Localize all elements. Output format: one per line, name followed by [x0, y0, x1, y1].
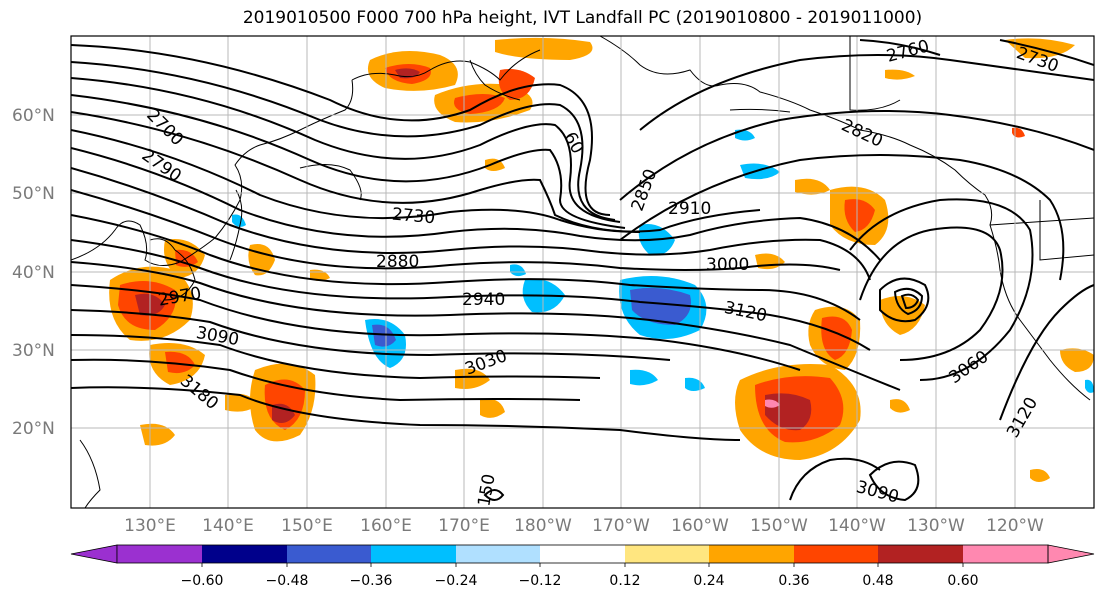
height-contours [71, 39, 1094, 502]
lon-label: 140°W [828, 516, 886, 536]
lat-label: 40°N [12, 263, 55, 283]
colorbar-ticks [201, 563, 964, 567]
colorbar-tick-label: 0.36 [778, 573, 809, 589]
contour-label: 2730 [391, 205, 436, 229]
contour-label: 2940 [462, 290, 505, 310]
colorbar-tick-label: −0.36 [350, 573, 393, 589]
colorbar-segment [287, 545, 371, 563]
contour-label: 2910 [668, 199, 711, 219]
lon-label: 140°E [202, 516, 254, 536]
colorbar-tick-label: −0.24 [435, 573, 478, 589]
colorbar-segment [963, 545, 1048, 563]
colorbar: −0.60 −0.48 −0.36 −0.24 −0.12 0.12 0.24 … [70, 544, 1095, 589]
colorbar-segment [456, 545, 540, 563]
colorbar-tick-label: 0.12 [609, 573, 640, 589]
lon-label: 170°W [592, 516, 650, 536]
lat-label: 20°N [12, 419, 55, 439]
colorbar-segment [202, 545, 287, 563]
longitude-labels: 130°E 140°E 150°E 160°E 170°E 180°W 170°… [124, 516, 1044, 536]
lon-label: 150°E [281, 516, 333, 536]
colorbar-segment [625, 545, 709, 563]
colorbar-extend-low [70, 544, 118, 564]
colorbar-segment [794, 545, 878, 563]
colorbar-segment [371, 545, 456, 563]
contour-label: 2880 [376, 252, 419, 272]
lon-label: 160°E [360, 516, 412, 536]
colorbar-extend-high [1047, 544, 1095, 564]
lon-label: 130°W [907, 516, 965, 536]
colorbar-segment [540, 545, 625, 563]
lat-label: 30°N [12, 341, 55, 361]
colorbar-segment [117, 545, 202, 563]
contour-label: 3000 [706, 255, 749, 275]
lon-label: 180°W [514, 516, 572, 536]
colorbar-tick-label: −0.60 [181, 573, 224, 589]
colorbar-tick-label: 0.60 [947, 573, 978, 589]
colorbar-tick-label: −0.48 [266, 573, 309, 589]
colorbar-frame [116, 544, 1049, 564]
lat-label: 60°N [12, 106, 55, 126]
colorbar-tick-label: 0.24 [693, 573, 724, 589]
lon-label: 150°W [750, 516, 808, 536]
lon-label: 120°W [986, 516, 1044, 536]
latitude-labels: 60°N 50°N 40°N 30°N 20°N [12, 106, 55, 439]
coastlines [71, 36, 1094, 508]
gridlines [71, 36, 1094, 508]
map-frame [70, 35, 1095, 509]
lon-label: 130°E [124, 516, 176, 536]
colorbar-segment [878, 545, 963, 563]
lat-label: 50°N [12, 184, 55, 204]
colorbar-tick-label: 0.48 [862, 573, 893, 589]
map-title: 2019010500 F000 700 hPa height, IVT Land… [242, 8, 923, 28]
colorbar-segment [709, 545, 794, 563]
lon-label: 160°W [671, 516, 729, 536]
colorbar-tick-label: −0.12 [519, 573, 562, 589]
lon-label: 170°E [438, 516, 490, 536]
